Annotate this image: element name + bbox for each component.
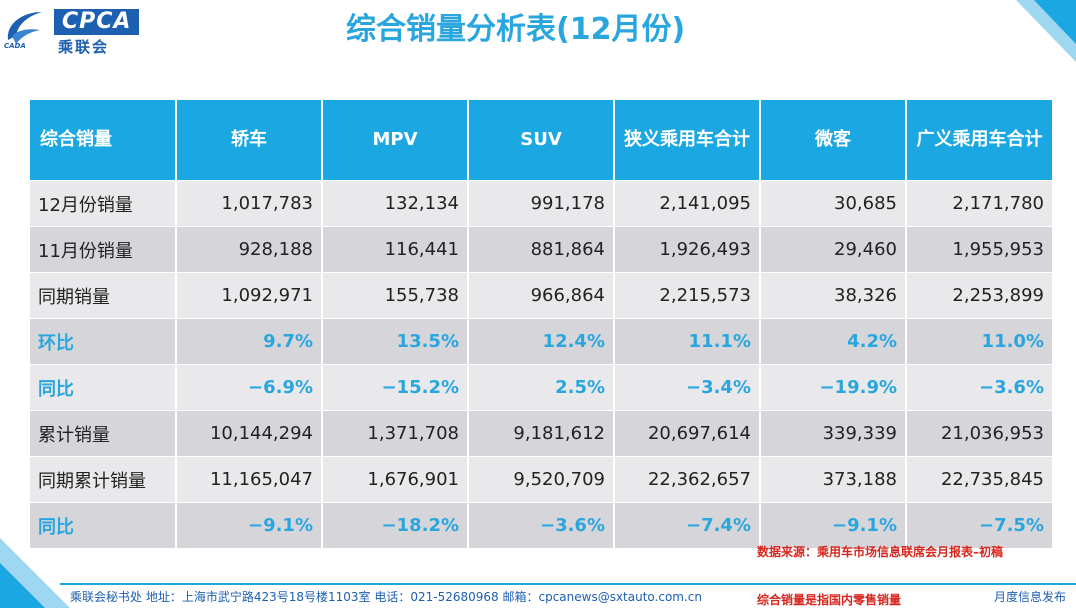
header-cell: 综合销量 — [30, 100, 177, 181]
table-cell: 1,676,901 — [322, 456, 469, 503]
table-cell: −3.4% — [614, 364, 761, 411]
row-label: 同期销量 — [30, 272, 177, 319]
cpca-logo: CPCA 乘联会 CADA — [2, 4, 152, 56]
table-cell: 881,864 — [468, 226, 615, 273]
corner-decoration-bottom — [0, 538, 70, 608]
table-row: 12月份销量 1,017,783 132,134 991,178 2,141,0… — [30, 180, 1052, 227]
table-cell: −7.5% — [906, 502, 1052, 548]
table-row: 环比 9.7% 13.5% 12.4% 11.1% 4.2% 11.0% — [30, 318, 1052, 365]
footer-divider — [60, 583, 1076, 585]
row-label: 同比 — [30, 364, 177, 411]
sales-table: 综合销量 轿车 MPV SUV 狭义乘用车合计 微客 广义乘用车合计 12月份销… — [30, 100, 1052, 548]
table-header-row: 综合销量 轿车 MPV SUV 狭义乘用车合计 微客 广义乘用车合计 — [30, 100, 1052, 181]
table-cell: 38,326 — [760, 272, 907, 319]
page-title: 综合销量分析表(12月份) — [346, 12, 686, 47]
table-cell: 11.0% — [906, 318, 1052, 365]
logo-text-en: CPCA — [54, 9, 140, 35]
table-cell: −9.1% — [760, 502, 907, 548]
table-cell: −3.6% — [906, 364, 1052, 411]
header-cell: MPV — [322, 100, 469, 181]
table-cell: 2,141,095 — [614, 180, 761, 227]
table-cell: 1,926,493 — [614, 226, 761, 273]
table-cell: 991,178 — [468, 180, 615, 227]
table-cell: 132,134 — [322, 180, 469, 227]
table-cell: −18.2% — [322, 502, 469, 548]
table-row: 同比 −6.9% −15.2% 2.5% −3.4% −19.9% −3.6% — [30, 364, 1052, 411]
table-cell: 373,188 — [760, 456, 907, 503]
table-cell: 22,735,845 — [906, 456, 1052, 503]
table-cell: 1,017,783 — [176, 180, 323, 227]
table-cell: 2.5% — [468, 364, 615, 411]
table-cell: 21,036,953 — [906, 410, 1052, 457]
table-cell: 155,738 — [322, 272, 469, 319]
table-cell: 966,864 — [468, 272, 615, 319]
row-label: 同比 — [30, 502, 177, 548]
table-cell: 9,520,709 — [468, 456, 615, 503]
table-cell: 2,215,573 — [614, 272, 761, 319]
table-cell: 9,181,612 — [468, 410, 615, 457]
row-label: 同期累计销量 — [30, 456, 177, 503]
header-cell: SUV — [468, 100, 615, 181]
table-cell: 11,165,047 — [176, 456, 323, 503]
table-cell: 29,460 — [760, 226, 907, 273]
footer-monthly-release: 月度信息发布 — [993, 590, 1066, 604]
data-source-note: 数据来源：乘用车市场信息联席会月报表–初稿 — [757, 545, 1004, 559]
table-cell: 22,362,657 — [614, 456, 761, 503]
header-cell: 广义乘用车合计 — [906, 100, 1052, 181]
row-label: 环比 — [30, 318, 177, 365]
table-cell: 928,188 — [176, 226, 323, 273]
table-cell: 9.7% — [176, 318, 323, 365]
table-cell: 4.2% — [760, 318, 907, 365]
table-cell: 12.4% — [468, 318, 615, 365]
table-cell: −6.9% — [176, 364, 323, 411]
table-cell: 1,955,953 — [906, 226, 1052, 273]
logo-text-cn: 乘联会 — [58, 38, 110, 56]
table-cell: −3.6% — [468, 502, 615, 548]
definition-note: 综合销量是指国内零售销量 — [757, 593, 902, 607]
table-row: 11月份销量 928,188 116,441 881,864 1,926,493… — [30, 226, 1052, 273]
header-cell: 狭义乘用车合计 — [614, 100, 761, 181]
logo-text-sub: CADA — [4, 42, 26, 50]
table-cell: 20,697,614 — [614, 410, 761, 457]
row-label: 累计销量 — [30, 410, 177, 457]
table-cell: −9.1% — [176, 502, 323, 548]
footer-contact: 乘联会秘书处 地址：上海市武宁路423号18号楼1103室 电话：021-526… — [70, 590, 703, 604]
table-cell: −15.2% — [322, 364, 469, 411]
table-cell: −7.4% — [614, 502, 761, 548]
table-cell: 1,371,708 — [322, 410, 469, 457]
logo-swirl-icon — [7, 12, 42, 44]
table-row: 同期累计销量 11,165,047 1,676,901 9,520,709 22… — [30, 456, 1052, 503]
table-cell: 339,339 — [760, 410, 907, 457]
table-cell: 30,685 — [760, 180, 907, 227]
table-row: 累计销量 10,144,294 1,371,708 9,181,612 20,6… — [30, 410, 1052, 457]
table-cell: 13.5% — [322, 318, 469, 365]
table-cell: 10,144,294 — [176, 410, 323, 457]
table-cell: 116,441 — [322, 226, 469, 273]
table-row: 同比 −9.1% −18.2% −3.6% −7.4% −9.1% −7.5% — [30, 502, 1052, 548]
table-cell: −19.9% — [760, 364, 907, 411]
row-label: 11月份销量 — [30, 226, 177, 273]
header-cell: 轿车 — [176, 100, 323, 181]
row-label: 12月份销量 — [30, 180, 177, 227]
table-cell: 1,092,971 — [176, 272, 323, 319]
corner-decoration — [1016, 0, 1076, 62]
table-row: 同期销量 1,092,971 155,738 966,864 2,215,573… — [30, 272, 1052, 319]
header-cell: 微客 — [760, 100, 907, 181]
table-cell: 2,171,780 — [906, 180, 1052, 227]
table-cell: 2,253,899 — [906, 272, 1052, 319]
table-cell: 11.1% — [614, 318, 761, 365]
